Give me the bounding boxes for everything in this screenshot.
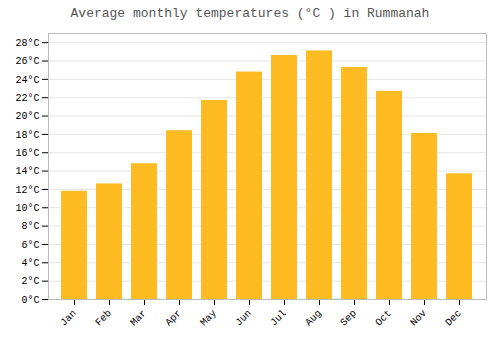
svg-text:28°C: 28°C xyxy=(15,38,39,49)
svg-text:16°C: 16°C xyxy=(15,148,39,159)
svg-text:14°C: 14°C xyxy=(15,166,39,177)
svg-text:Feb: Feb xyxy=(93,308,114,329)
svg-text:6°C: 6°C xyxy=(21,240,39,251)
html-text:Average monthly temperatures (: Average monthly temperatures (°C ) in Ru… xyxy=(70,6,430,21)
svg-text:May: May xyxy=(198,308,219,329)
svg-text:12°C: 12°C xyxy=(15,185,39,196)
svg-text:Nov: Nov xyxy=(408,308,429,329)
svg-text:Sep: Sep xyxy=(338,308,359,329)
svg-text:Jul: Jul xyxy=(268,308,289,329)
svg-text:26°C: 26°C xyxy=(15,56,39,67)
svg-text:Mar: Mar xyxy=(128,308,149,329)
svg-text:Oct: Oct xyxy=(373,308,394,329)
svg-text:10°C: 10°C xyxy=(15,203,39,214)
svg-text:Jan: Jan xyxy=(58,308,79,329)
svg-text:2°C: 2°C xyxy=(21,276,39,287)
svg-text:Dec: Dec xyxy=(443,308,464,329)
svg-text:18°C: 18°C xyxy=(15,130,39,141)
svg-text:20°C: 20°C xyxy=(15,111,39,122)
svg-text:24°C: 24°C xyxy=(15,75,39,86)
svg-text:8°C: 8°C xyxy=(21,221,39,232)
svg-text:4°C: 4°C xyxy=(21,258,39,269)
svg-text:0°C: 0°C xyxy=(21,295,39,306)
svg-text:Jun: Jun xyxy=(233,308,254,329)
svg-text:Apr: Apr xyxy=(163,308,184,329)
svg-text:Aug: Aug xyxy=(303,308,324,329)
svg-text:22°C: 22°C xyxy=(15,93,39,104)
